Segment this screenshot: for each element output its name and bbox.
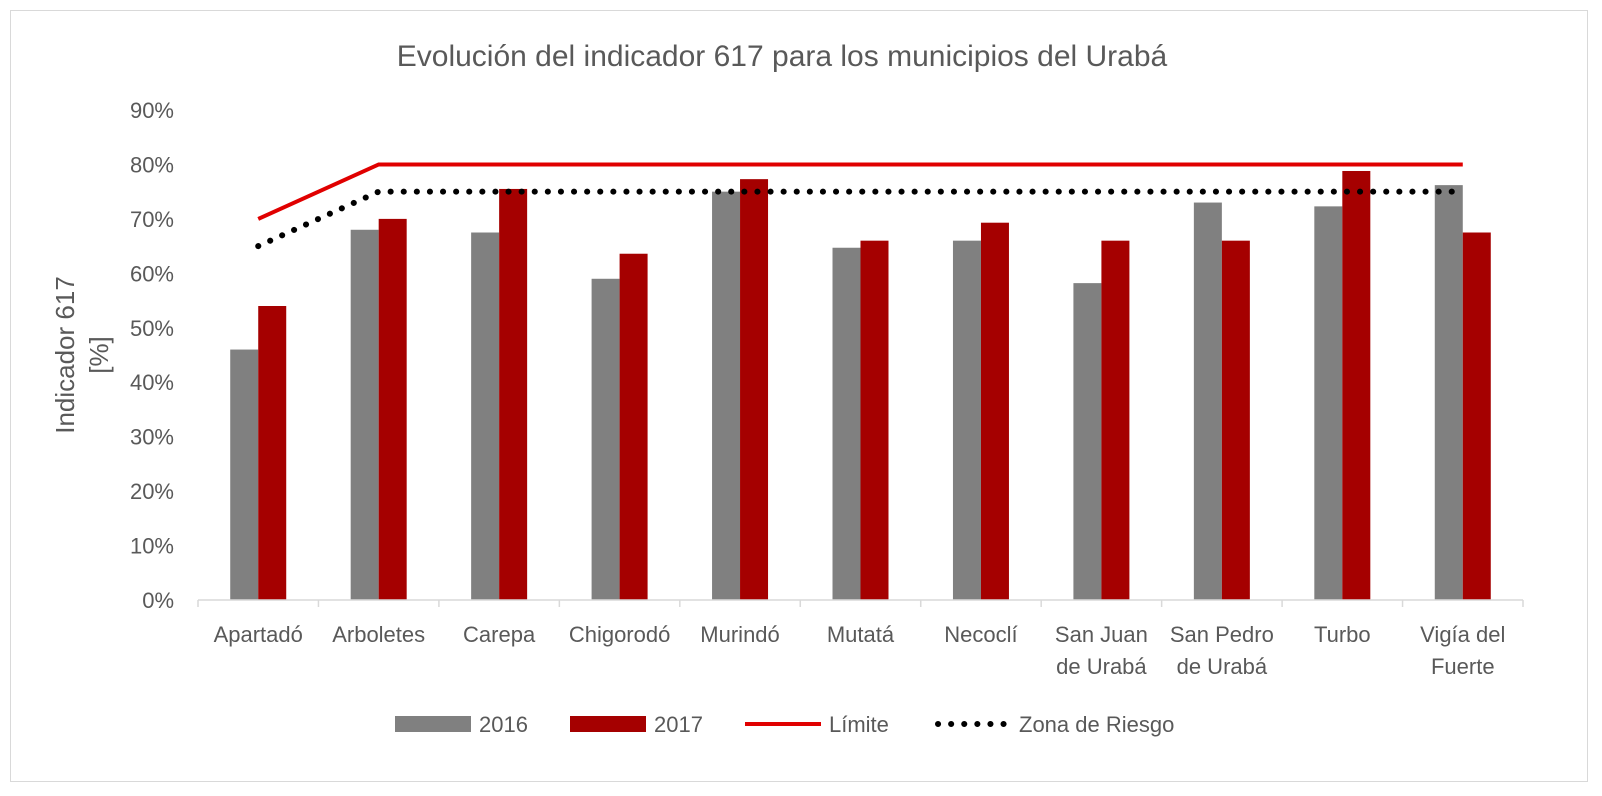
bars — [230, 170, 1491, 601]
y-tick-label: 50% — [130, 316, 174, 341]
y-axis-label-line: Indicador 617 — [50, 276, 80, 434]
x-tick-label: Chigorodó — [569, 622, 671, 647]
bar-2017 — [378, 218, 407, 600]
x-tick-label: San Juan — [1055, 622, 1148, 647]
bar-2017 — [1221, 240, 1250, 600]
legend-label: 2016 — [479, 712, 528, 737]
y-axis-label: Indicador 617 [%] — [50, 276, 114, 434]
x-tick-label: Mutatá — [827, 622, 895, 647]
y-tick-label: 0% — [142, 588, 174, 613]
x-tick-label: Arboletes — [332, 622, 425, 647]
legend-swatch-2017 — [570, 716, 646, 732]
y-tick-label: 30% — [130, 425, 174, 450]
y-tick-label: 60% — [130, 261, 174, 286]
series-lines — [255, 162, 1466, 250]
x-tick-label: Murindó — [700, 622, 779, 647]
bar-2017 — [258, 306, 287, 600]
bar-2016 — [952, 240, 981, 600]
line-series-zona-de-riesgo — [255, 188, 1466, 250]
bar-2017 — [860, 240, 889, 600]
legend: 2016 2017 Límite Zona de Riesgo — [395, 712, 1174, 737]
x-tick-label: Fuerte — [1431, 654, 1495, 679]
bar-2016 — [1434, 185, 1463, 600]
bar-2017 — [1462, 232, 1491, 600]
bar-2017 — [499, 188, 528, 600]
bar-2016 — [1314, 206, 1343, 600]
bar-2017 — [740, 179, 769, 600]
x-tick-label: Carepa — [463, 622, 536, 647]
bar-2016 — [832, 247, 861, 600]
y-tick-label: 90% — [130, 98, 174, 123]
x-axis: Apartadó Arboletes Carepa Chigorodó Murindó M… — [197, 599, 1524, 679]
bar-2016 — [230, 349, 259, 600]
x-tick-label: Necoclí — [944, 622, 1017, 647]
x-tick-label: Vigía del — [1420, 622, 1505, 647]
bar-2016 — [1073, 283, 1102, 600]
bar-2017 — [1342, 170, 1371, 600]
y-axis-label-line: [%] — [84, 336, 114, 374]
legend-label: Límite — [829, 712, 889, 737]
chart-title: Evolución del indicador 617 para los mun… — [397, 40, 1168, 73]
x-tick-label: de Urabá — [1177, 654, 1268, 679]
bar-2016 — [712, 191, 741, 600]
bar-2016 — [1193, 202, 1222, 601]
legend-label: Zona de Riesgo — [1019, 712, 1174, 737]
x-tick-label: de Urabá — [1056, 654, 1147, 679]
line-series-límite — [257, 162, 1463, 221]
legend-swatch-2016 — [395, 716, 471, 732]
bar-2017 — [980, 222, 1009, 600]
y-tick-label: 10% — [130, 534, 174, 559]
y-tick-label: 80% — [130, 152, 174, 177]
bar-2016 — [350, 229, 379, 600]
bar-2016 — [591, 278, 620, 600]
y-tick-label: 40% — [130, 370, 174, 395]
legend-label: 2017 — [654, 712, 703, 737]
bar-2017 — [1101, 240, 1130, 600]
y-tick-label: 70% — [130, 207, 174, 232]
y-axis-ticks: 0% 10% 20% 30% 40% 50% 60% 70% 80% 90% — [130, 98, 174, 613]
y-tick-label: 20% — [130, 479, 174, 504]
x-tick-label: Turbo — [1314, 622, 1371, 647]
bar-2016 — [471, 232, 500, 600]
bar-2017 — [619, 253, 648, 600]
x-tick-label: San Pedro — [1170, 622, 1274, 647]
x-tick-label: Apartadó — [214, 622, 303, 647]
